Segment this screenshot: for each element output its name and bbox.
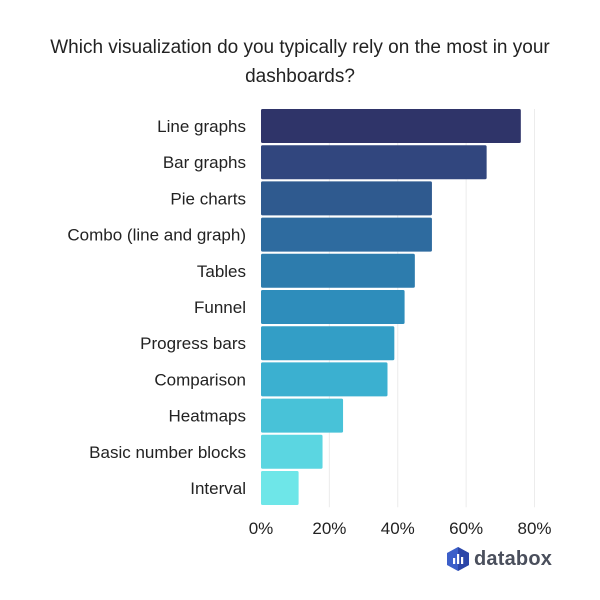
bar [261,145,487,180]
category-label: Interval [190,479,246,498]
databox-logo: databox [447,547,552,571]
x-tick-label: 0% [249,519,274,538]
category-label: Heatmaps [169,407,246,426]
bar [261,434,323,469]
x-tick-label: 20% [312,519,346,538]
category-label: Bar graphs [163,153,246,172]
x-tick-label: 80% [517,519,551,538]
bar [261,109,521,143]
category-label: Basic number blocks [89,443,246,462]
category-label: Comparison [154,370,246,389]
x-tick-label: 40% [381,519,415,538]
category-label: Line graphs [157,117,246,136]
bar [261,398,344,433]
chart-title: Which visualization do you typically rel… [50,37,550,87]
bar [261,253,415,288]
databox-logo-icon [447,547,469,571]
bar [261,471,299,505]
databox-logo-text: databox [474,547,553,570]
category-label: Funnel [194,298,246,317]
category-label: Tables [197,262,246,281]
category-label: Combo (line and graph) [67,226,246,245]
bar [261,290,405,324]
bar [261,326,395,361]
bar [261,362,388,397]
bar [261,217,432,252]
bar [261,181,432,216]
category-label: Progress bars [140,334,246,353]
x-tick-label: 60% [449,519,483,538]
category-label: Pie charts [170,189,246,208]
